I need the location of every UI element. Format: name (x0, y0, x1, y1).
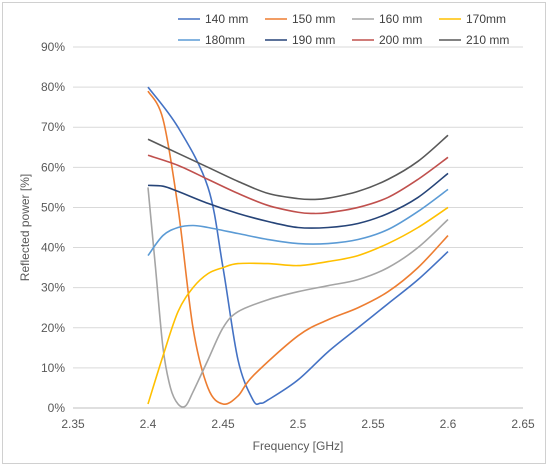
x-tick-label: 2.55 (361, 417, 385, 431)
series-line-7 (147, 154, 449, 215)
x-tick-label: 2.65 (511, 417, 535, 431)
x-tick-label: 2.4 (140, 417, 157, 431)
series-line-4 (147, 206, 449, 405)
y-tick-label: 70% (41, 120, 65, 134)
x-tick-label: 2.45 (211, 417, 235, 431)
y-tick-label: 80% (41, 80, 65, 94)
y-tick-label: 30% (41, 281, 65, 295)
y-tick-label: 10% (41, 361, 65, 375)
x-tick-labels: 2.35 2.4 2.45 2.5 2.55 2.6 2.65 (61, 417, 535, 431)
series-line-5 (147, 188, 449, 257)
chart-frame: 0% 10% 20% 30% 40% 50% 60% 70% 80% 90% 2.35 2.4 2.4… (2, 2, 546, 464)
series-line-8 (147, 134, 449, 201)
x-tick-label: 2.35 (61, 417, 85, 431)
legend-label: 210 mm (466, 33, 509, 47)
y-tick-label: 40% (41, 241, 65, 255)
legend-label: 180mm (205, 33, 245, 47)
legend-label: 160 mm (379, 12, 422, 26)
x-tick-label: 2.6 (440, 417, 457, 431)
chart: 0% 10% 20% 30% 40% 50% 60% 70% 80% 90% 2.35 2.4 2.4… (18, 12, 535, 453)
series-line-1 (147, 86, 449, 406)
series-line-2 (147, 90, 449, 406)
y-axis-label: Reflected power [%] (18, 174, 32, 281)
series-line-6 (147, 172, 449, 229)
gridlines (73, 46, 523, 369)
y-tick-label: 20% (41, 321, 65, 335)
series-lines (147, 86, 449, 408)
y-tick-label: 60% (41, 160, 65, 174)
y-tick-label: 50% (41, 200, 65, 214)
legend: 140 mm 150 mm 160 mm 170mm 180mm 190 mm 200 mm… (178, 12, 509, 47)
y-tick-labels: 0% 10% 20% 30% 40% 50% 60% 70% 80% 90% (41, 40, 65, 415)
legend-label: 170mm (466, 12, 506, 26)
y-tick-label: 0% (48, 401, 66, 415)
x-tick-label: 2.5 (290, 417, 307, 431)
x-axis-label: Frequency [GHz] (253, 439, 344, 453)
legend-label: 150 mm (292, 12, 335, 26)
series-line-3 (147, 187, 449, 408)
legend-label: 190 mm (292, 33, 335, 47)
legend-label: 200 mm (379, 33, 422, 47)
legend-label: 140 mm (205, 12, 248, 26)
y-tick-label: 90% (41, 40, 65, 54)
